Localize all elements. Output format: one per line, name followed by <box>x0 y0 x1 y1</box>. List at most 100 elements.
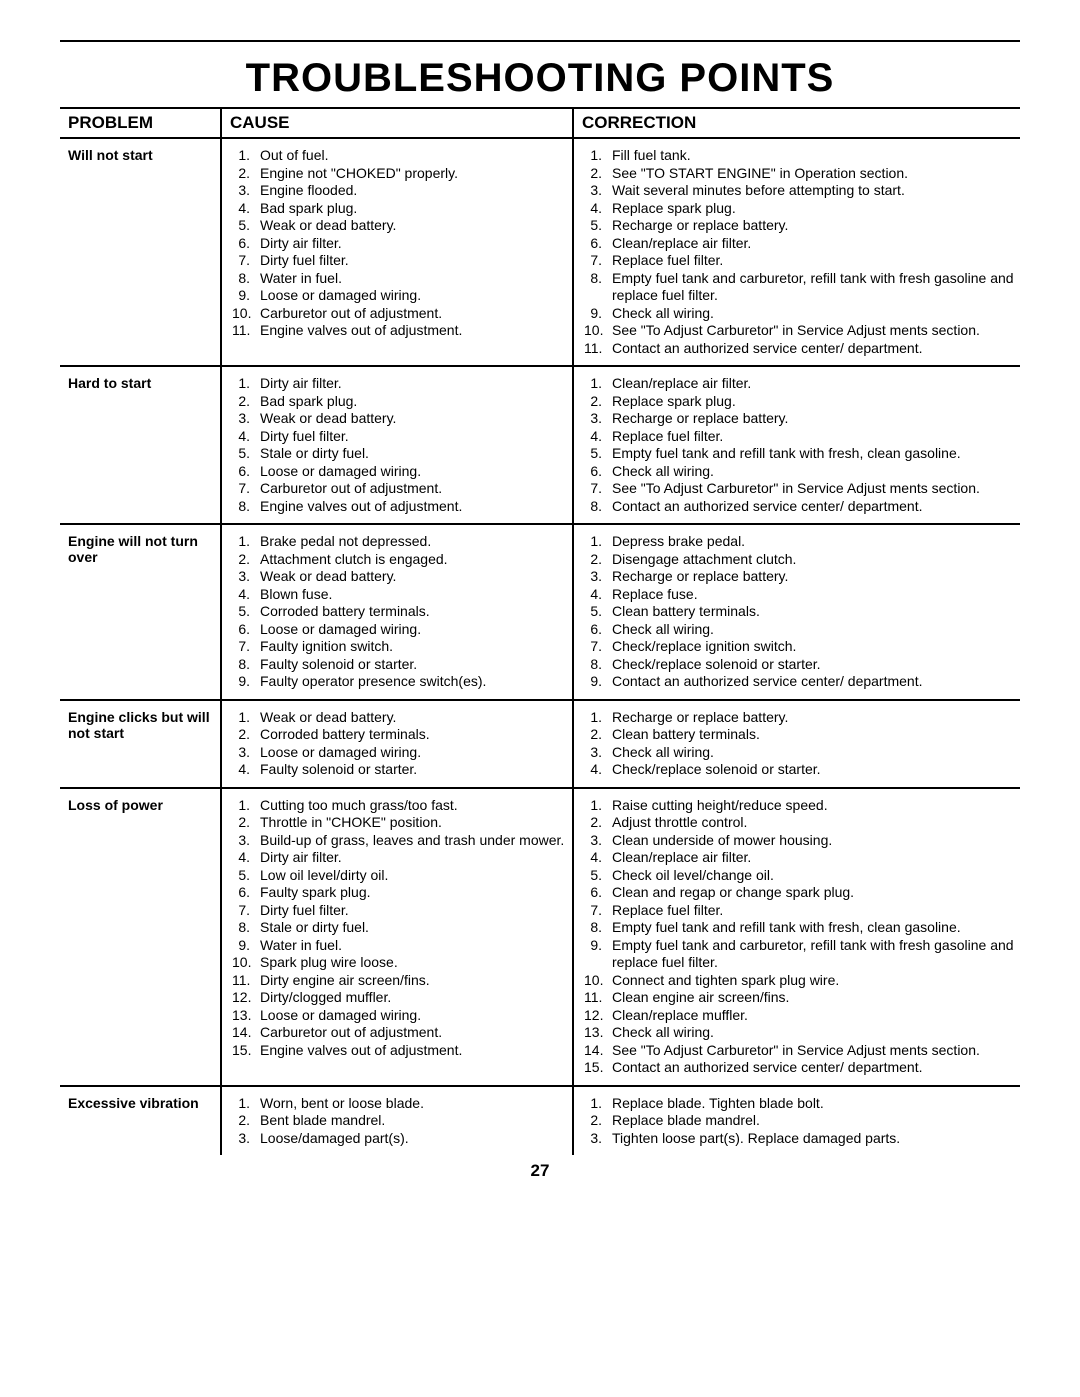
item-number: 1. <box>584 797 612 815</box>
item-number: 9. <box>584 305 612 323</box>
list-item: 2.Engine not "CHOKED" properly. <box>232 165 566 183</box>
item-number: 11. <box>232 322 260 340</box>
correction-text: Contact an authorized service center/ de… <box>612 1059 1014 1077</box>
correction-text: Recharge or replace battery. <box>612 217 1014 235</box>
item-number: 8. <box>584 498 612 516</box>
item-number: 4. <box>232 849 260 867</box>
list-item: 11.Engine valves out of adjustment. <box>232 322 566 340</box>
correction-text: Clean/replace air filter. <box>612 375 1014 393</box>
cause-cell: 1.Worn, bent or loose blade.2.Bent blade… <box>220 1087 572 1156</box>
item-number: 8. <box>584 656 612 674</box>
correction-cell: 1.Fill fuel tank.2.See "TO START ENGINE"… <box>572 139 1020 365</box>
list-item: 13.Loose or damaged wiring. <box>232 1007 566 1025</box>
item-number: 4. <box>584 761 612 779</box>
item-number: 13. <box>584 1024 612 1042</box>
cause-text: Brake pedal not depressed. <box>260 533 566 551</box>
item-number: 3. <box>584 568 612 586</box>
cause-text: Build-up of grass, leaves and trash unde… <box>260 832 566 850</box>
item-number: 11. <box>232 972 260 990</box>
cause-text: Dirty air filter. <box>260 849 566 867</box>
list-item: 1.Weak or dead battery. <box>232 709 566 727</box>
item-number: 15. <box>232 1042 260 1060</box>
correction-text: Recharge or replace battery. <box>612 410 1014 428</box>
list-item: 8.Check/replace solenoid or starter. <box>584 656 1014 674</box>
correction-text: Clean/replace air filter. <box>612 235 1014 253</box>
item-number: 4. <box>584 200 612 218</box>
item-number: 4. <box>584 586 612 604</box>
item-number: 3. <box>232 744 260 762</box>
item-number: 8. <box>232 656 260 674</box>
item-number: 6. <box>232 884 260 902</box>
item-number: 7. <box>232 252 260 270</box>
list-item: 8.Engine valves out of adjustment. <box>232 498 566 516</box>
list-item: 5.Check oil level/change oil. <box>584 867 1014 885</box>
item-number: 9. <box>584 673 612 691</box>
correction-text: Adjust throttle control. <box>612 814 1014 832</box>
list-item: 1.Depress brake pedal. <box>584 533 1014 551</box>
list-item: 14.See "To Adjust Carburetor" in Service… <box>584 1042 1014 1060</box>
correction-text: Clean/replace air filter. <box>612 849 1014 867</box>
problem-cell: Will not start <box>60 139 220 365</box>
list-item: 6.Clean/replace air filter. <box>584 235 1014 253</box>
correction-text: Fill fuel tank. <box>612 147 1014 165</box>
correction-text: Clean battery terminals. <box>612 603 1014 621</box>
cause-text: Weak or dead battery. <box>260 410 566 428</box>
correction-text: Tighten loose part(s). Replace damaged p… <box>612 1130 1014 1148</box>
correction-text: Contact an authorized service center/ de… <box>612 498 1014 516</box>
correction-text: Disengage attachment clutch. <box>612 551 1014 569</box>
cause-cell: 1.Dirty air filter.2.Bad spark plug.3.We… <box>220 367 572 523</box>
item-number: 3. <box>584 744 612 762</box>
list-item: 12.Dirty/clogged muffler. <box>232 989 566 1007</box>
correction-text: Wait several minutes before attempting t… <box>612 182 1014 200</box>
correction-cell: 1.Replace blade. Tighten blade bolt.2.Re… <box>572 1087 1020 1156</box>
item-number: 1. <box>232 147 260 165</box>
list-item: 1.Dirty air filter. <box>232 375 566 393</box>
item-number: 1. <box>232 375 260 393</box>
item-number: 2. <box>584 726 612 744</box>
header-cause: CAUSE <box>220 109 572 137</box>
list-item: 6.Loose or damaged wiring. <box>232 621 566 639</box>
item-number: 1. <box>232 1095 260 1113</box>
correction-cell: 1.Clean/replace air filter.2.Replace spa… <box>572 367 1020 523</box>
correction-text: Replace fuse. <box>612 586 1014 604</box>
item-number: 14. <box>232 1024 260 1042</box>
list-item: 10.See "To Adjust Carburetor" in Service… <box>584 322 1014 340</box>
list-item: 7.Carburetor out of adjustment. <box>232 480 566 498</box>
table-row: Engine will not turn over1.Brake pedal n… <box>60 525 1020 701</box>
cause-text: Loose or damaged wiring. <box>260 744 566 762</box>
list-item: 11.Contact an authorized service center/… <box>584 340 1014 358</box>
item-number: 9. <box>584 937 612 955</box>
cause-text: Throttle in "CHOKE" position. <box>260 814 566 832</box>
correction-text: Contact an authorized service center/ de… <box>612 673 1014 691</box>
correction-text: Check all wiring. <box>612 621 1014 639</box>
list-item: 3.Recharge or replace battery. <box>584 410 1014 428</box>
correction-text: Recharge or replace battery. <box>612 568 1014 586</box>
correction-text: Replace fuel filter. <box>612 252 1014 270</box>
cause-text: Bad spark plug. <box>260 393 566 411</box>
list-item: 3.Clean underside of mower housing. <box>584 832 1014 850</box>
list-item: 4.Faulty solenoid or starter. <box>232 761 566 779</box>
item-number: 3. <box>232 832 260 850</box>
cause-text: Low oil level/dirty oil. <box>260 867 566 885</box>
item-number: 2. <box>232 726 260 744</box>
item-number: 11. <box>584 989 612 1007</box>
item-number: 3. <box>232 1130 260 1148</box>
item-number: 5. <box>584 445 612 463</box>
cause-text: Dirty/clogged muffler. <box>260 989 566 1007</box>
item-number: 7. <box>232 480 260 498</box>
list-item: 6.Loose or damaged wiring. <box>232 463 566 481</box>
item-number: 1. <box>232 533 260 551</box>
item-number: 13. <box>232 1007 260 1025</box>
correction-text: Clean/replace muffler. <box>612 1007 1014 1025</box>
list-item: 4.Check/replace solenoid or starter. <box>584 761 1014 779</box>
list-item: 4.Blown fuse. <box>232 586 566 604</box>
list-item: 3.Weak or dead battery. <box>232 568 566 586</box>
problem-cell: Excessive vibration <box>60 1087 220 1156</box>
correction-text: Empty fuel tank and refill tank with fre… <box>612 445 1014 463</box>
cause-text: Weak or dead battery. <box>260 217 566 235</box>
cause-cell: 1.Weak or dead battery.2.Corroded batter… <box>220 701 572 787</box>
list-item: 2.Attachment clutch is engaged. <box>232 551 566 569</box>
cause-text: Bent blade mandrel. <box>260 1112 566 1130</box>
correction-text: Check/replace solenoid or starter. <box>612 656 1014 674</box>
table-row: Excessive vibration1.Worn, bent or loose… <box>60 1087 1020 1156</box>
